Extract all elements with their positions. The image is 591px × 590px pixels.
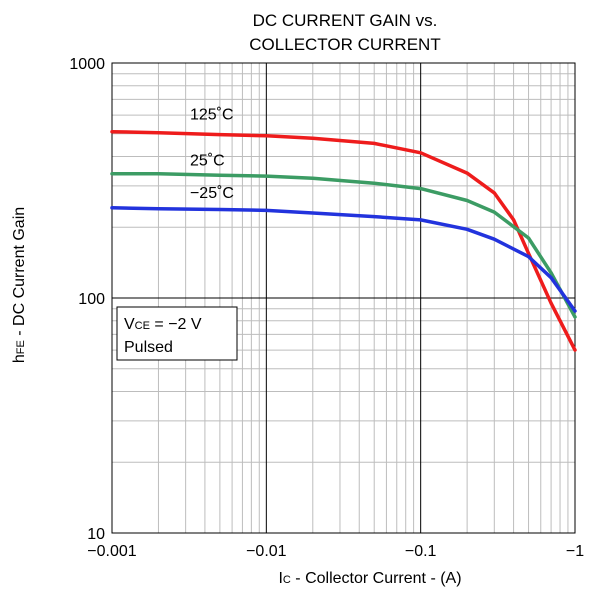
annotation-box: VCE = −2 V Pulsed [116, 306, 238, 361]
plot-frame [111, 62, 576, 534]
series-labels: 125˚C 25˚C −25˚C [190, 106, 234, 202]
x-tick-labels: −0.001 −0.01 −0.1 −1 [87, 543, 584, 560]
series-lines [110, 129, 577, 352]
y-tick-labels: 10 100 1000 [69, 56, 105, 543]
y-axis-label: hFE - DC Current Gain [11, 207, 28, 363]
chart-title-line-2: COLLECTOR CURRENT [249, 35, 440, 54]
series-line [110, 129, 577, 352]
y-tick-label: 10 [87, 526, 105, 543]
y-tick-label: 1000 [69, 56, 105, 73]
series-line [110, 171, 577, 319]
x-tick-label: −0.001 [87, 543, 136, 560]
x-tick-label: −1 [566, 543, 584, 560]
series-label: 125˚C [190, 106, 234, 123]
annotation-line-2: Pulsed [124, 339, 173, 356]
x-tick-label: −0.1 [405, 543, 437, 560]
annotation-line-1: VCE = −2 V [124, 316, 202, 333]
chart-title: DC CURRENT GAIN vs. COLLECTOR CURRENT [249, 11, 440, 54]
series-label: −25˚C [190, 185, 234, 202]
annotation-frame [116, 306, 238, 361]
series-label: 25˚C [190, 152, 225, 169]
series-line [110, 206, 577, 313]
chart-title-line-1: DC CURRENT GAIN vs. [253, 11, 438, 30]
x-axis-label: IC - Collector Current - (A) [278, 570, 461, 587]
y-tick-label: 100 [78, 291, 105, 308]
x-tick-label: −0.01 [246, 543, 287, 560]
